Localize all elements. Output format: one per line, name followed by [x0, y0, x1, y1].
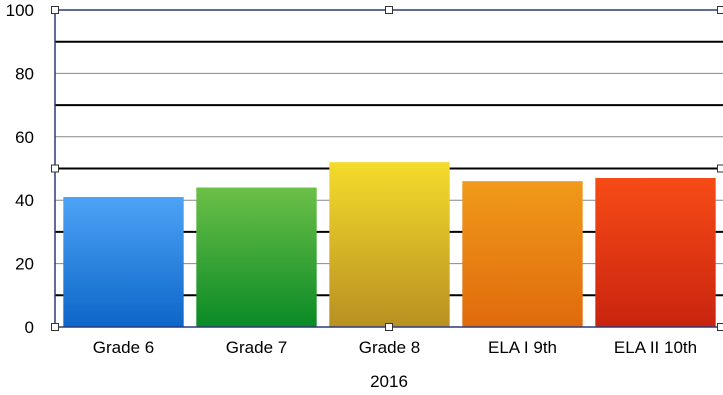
y-tick-label: 100 — [6, 1, 34, 20]
x-tick-label: ELA II 10th — [614, 338, 697, 357]
x-axis-title: 2016 — [370, 372, 408, 391]
resize-handle[interactable] — [717, 164, 723, 173]
x-tick-label: Grade 6 — [93, 338, 154, 357]
y-tick-label: 60 — [15, 128, 34, 147]
x-tick-label: Grade 7 — [226, 338, 287, 357]
bars — [63, 162, 716, 327]
resize-handle[interactable] — [385, 6, 393, 14]
x-tick-labels: Grade 6 Grade 7 Grade 8 ELA I 9th ELA II 10t… — [93, 338, 697, 357]
y-tick-label: 20 — [15, 255, 34, 274]
resize-handle[interactable] — [717, 323, 723, 331]
selection-handles[interactable] — [51, 6, 723, 331]
y-tick-label: 40 — [15, 191, 34, 210]
x-tick-label: Grade 8 — [359, 338, 420, 357]
bar-ela-i-9th — [462, 181, 583, 327]
resize-handle[interactable] — [385, 323, 393, 331]
resize-handle[interactable] — [717, 6, 723, 14]
bar-grade-8 — [329, 162, 450, 327]
resize-handle[interactable] — [51, 164, 59, 173]
y-tick-label: 80 — [15, 64, 34, 83]
y-tick-label: 0 — [25, 318, 34, 337]
x-tick-label: ELA I 9th — [488, 338, 557, 357]
bar-grade-7 — [196, 187, 317, 327]
resize-handle[interactable] — [51, 6, 59, 14]
bar-grade-6 — [63, 197, 184, 327]
bar-ela-ii-10th — [595, 178, 716, 327]
y-tick-labels: 0 20 40 60 80 100 — [6, 1, 34, 337]
resize-handle[interactable] — [51, 323, 59, 331]
